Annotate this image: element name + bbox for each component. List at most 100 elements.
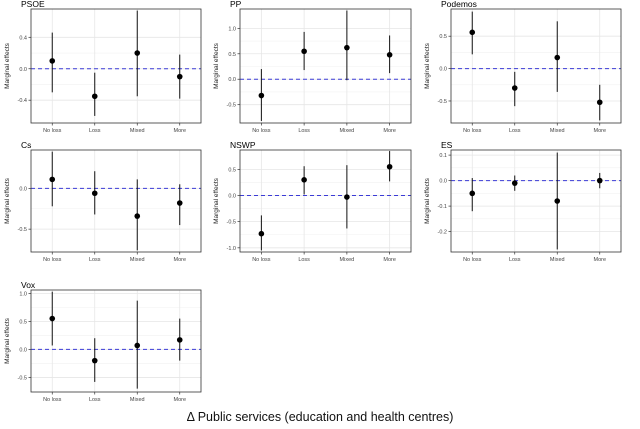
point-estimate-mixed xyxy=(554,54,561,61)
x-tick-label: No loss xyxy=(43,257,62,263)
panel-background xyxy=(451,9,621,123)
panel-background xyxy=(31,150,201,252)
x-tick-label: Loss xyxy=(509,128,521,134)
panel-title: Vox xyxy=(21,280,36,290)
point-estimate-mixed xyxy=(134,50,141,56)
panel-title: NSWP xyxy=(230,140,256,150)
point-estimate-no-loss xyxy=(258,230,265,237)
y-tick-label: -0.5 xyxy=(18,227,27,233)
panel-border xyxy=(239,8,412,124)
point-estimate-mixed xyxy=(554,198,561,204)
y-tick-label: 1.0 xyxy=(19,291,27,297)
point-estimate-no-loss xyxy=(49,315,56,322)
chart-panel-podemos: Podemos -0.5 0.0 0.5 No loss Loss Mixed More Mar… xyxy=(424,0,622,134)
y-tick-label: -0.5 xyxy=(227,103,236,109)
point-estimate-no-loss xyxy=(49,58,56,64)
x-tick-label: More xyxy=(593,128,606,134)
y-tick-label: 0.0 xyxy=(19,67,27,73)
chart-panel-pp: PP -0.5 0.0 0.5 1.0 No loss Loss Mixed More Margi… xyxy=(213,0,412,134)
x-tick-label: No loss xyxy=(252,257,271,263)
x-tick-label: More xyxy=(173,128,186,134)
y-axis-label: Marginal effects xyxy=(424,42,431,89)
x-tick-label: Mixed xyxy=(340,257,355,263)
y-axis-label: Marginal effects xyxy=(213,177,220,224)
panel-background xyxy=(451,150,621,252)
y-tick-label: 1.0 xyxy=(228,26,236,32)
y-tick-label: -0.2 xyxy=(438,230,447,236)
x-tick-label: More xyxy=(173,397,186,403)
point-estimate-more xyxy=(176,73,183,80)
point-estimate-mixed xyxy=(344,194,350,200)
panel-background xyxy=(31,9,201,123)
point-estimate-more xyxy=(596,99,603,106)
y-tick-label: 0.5 xyxy=(19,319,27,325)
y-tick-label: -0.4 xyxy=(18,98,27,104)
chart-panel-cs: Cs -0.5 0.0 No loss Loss Mixed More Marginal ef… xyxy=(4,140,202,263)
x-tick-label: Mixed xyxy=(130,397,145,403)
x-tick-label: More xyxy=(383,128,396,134)
panel-background xyxy=(31,290,201,392)
x-tick-label: Mixed xyxy=(340,128,355,134)
panel-title: Podemos xyxy=(441,0,477,9)
point-estimate-mixed xyxy=(134,213,141,219)
panel-title: ES xyxy=(441,140,453,150)
x-tick-label: No loss xyxy=(43,128,62,134)
point-estimate-more xyxy=(386,52,393,58)
chart-panel-psoe: PSOE -0.4 0.0 0.4 No loss Loss Mixed More Margin… xyxy=(4,0,202,134)
point-estimate-loss xyxy=(301,177,307,183)
y-tick-label: 0.0 xyxy=(228,77,236,83)
point-estimate-more xyxy=(176,337,183,343)
panel-border xyxy=(30,149,202,253)
y-tick-label: 0.5 xyxy=(228,167,236,173)
x-tick-label: Mixed xyxy=(130,257,145,263)
y-tick-label: 0.1 xyxy=(439,153,447,159)
point-estimate-no-loss xyxy=(258,92,265,99)
panel-border xyxy=(30,289,202,393)
x-tick-label: More xyxy=(173,257,186,263)
panel-background xyxy=(240,9,411,123)
point-estimate-mixed xyxy=(344,44,350,51)
y-tick-label: 0.0 xyxy=(439,67,447,73)
chart-panel-vox: Vox -0.5 0.0 0.5 1.0 No loss Loss Mixed More Marg… xyxy=(4,280,202,403)
point-estimate-loss xyxy=(91,93,98,100)
point-estimate-loss xyxy=(301,48,307,55)
y-tick-label: 0.5 xyxy=(228,52,236,58)
panel-border xyxy=(239,149,412,253)
y-tick-label: 0.5 xyxy=(439,34,447,40)
panel-border xyxy=(30,8,202,124)
panel-title: PP xyxy=(230,0,242,9)
chart-panel-es: ES -0.2 -0.1 0.0 0.1 No loss Loss Mixed More Marg… xyxy=(424,140,622,263)
x-tick-label: Loss xyxy=(89,397,101,403)
y-axis-label: Marginal effects xyxy=(4,177,11,224)
y-axis-label: Marginal effects xyxy=(4,317,11,364)
point-estimate-more xyxy=(386,163,393,170)
y-axis-label: Marginal effects xyxy=(424,177,431,224)
y-tick-label: 0.4 xyxy=(19,35,27,41)
y-tick-label: 0.0 xyxy=(439,179,447,185)
panel-border xyxy=(450,8,622,124)
panel-title: PSOE xyxy=(21,0,45,9)
point-estimate-loss xyxy=(91,190,98,197)
x-tick-label: Loss xyxy=(509,257,521,263)
x-tick-label: Mixed xyxy=(550,128,565,134)
point-estimate-no-loss xyxy=(469,29,476,36)
panel-background xyxy=(240,150,411,252)
point-estimate-no-loss xyxy=(469,190,476,197)
x-tick-label: Mixed xyxy=(550,257,565,263)
x-tick-label: No loss xyxy=(463,128,482,134)
x-tick-label: No loss xyxy=(463,257,482,263)
chart-panel-nswp: NSWP -1.0 -0.5 0.0 0.5 No loss Loss Mixed More Ma… xyxy=(213,140,412,263)
y-tick-label: -0.5 xyxy=(438,99,447,105)
x-tick-label: Loss xyxy=(298,128,310,134)
y-tick-label: -0.5 xyxy=(227,220,236,226)
x-tick-label: More xyxy=(383,257,396,263)
y-tick-label: -0.5 xyxy=(18,375,27,381)
x-tick-label: Mixed xyxy=(130,128,145,134)
point-estimate-loss xyxy=(91,357,98,364)
y-tick-label: 0.0 xyxy=(19,347,27,353)
y-axis-label: Marginal effects xyxy=(4,42,11,89)
y-tick-label: -0.1 xyxy=(438,204,447,210)
x-tick-label: Loss xyxy=(89,257,101,263)
y-axis-label: Marginal effects xyxy=(213,42,220,89)
